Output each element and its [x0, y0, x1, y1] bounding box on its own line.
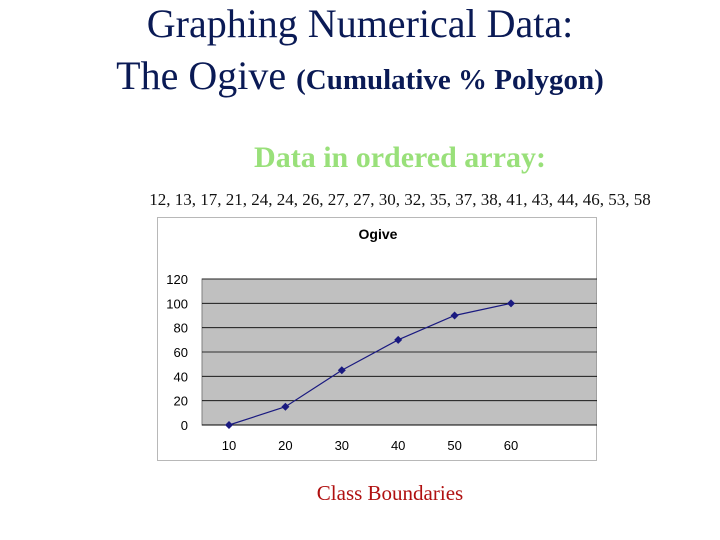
y-tick-label: 20	[174, 394, 188, 409]
x-tick-label: 10	[222, 438, 236, 453]
y-tick-label: 40	[174, 369, 188, 384]
x-tick-label: 50	[447, 438, 461, 453]
x-axis: 10 20 30 40 50 60	[202, 424, 597, 453]
subtitle: Data in ordered array:	[254, 141, 546, 174]
series-group	[225, 299, 515, 429]
data-point	[394, 335, 403, 344]
ogive-chart: Ogive 0 20 40 60 80 100 120 10 20 30 40 50 60	[157, 217, 598, 461]
chart-svg: Ogive 0 20 40 60 80 100 120 10 20 30 40 50 60	[157, 217, 598, 461]
data-point	[225, 421, 233, 429]
data-point	[281, 402, 290, 411]
y-tick-label: 80	[174, 321, 188, 336]
title-line-2-paren: (Cumulative % Polygon)	[296, 64, 604, 96]
x-tick-label: 40	[391, 438, 405, 453]
y-tick-label: 60	[174, 345, 188, 360]
grid-lines	[202, 278, 597, 402]
chart-title: Ogive	[359, 226, 398, 242]
data-array: 12, 13, 17, 21, 24, 24, 26, 27, 27, 30, …	[149, 190, 651, 209]
x-tick-label: 30	[335, 438, 349, 453]
x-tick-label: 20	[278, 438, 292, 453]
series-line	[228, 302, 512, 426]
y-tick-label: 120	[166, 272, 188, 287]
data-point	[337, 366, 346, 375]
title-line-2: The Ogive (Cumulative % Polygon)	[0, 54, 720, 107]
data-point	[450, 311, 459, 320]
title-line-1: Graphing Numerical Data:	[146, 1, 574, 46]
data-point	[507, 299, 515, 308]
x-tick-label: 60	[504, 438, 518, 453]
x-axis-title: Class Boundaries	[316, 481, 464, 505]
title-line-2-main: The Ogive	[116, 53, 297, 98]
y-tick-label: 0	[181, 418, 188, 433]
y-tick-label: 100	[166, 296, 188, 311]
y-axis: 0 20 40 60 80 100 120	[166, 272, 188, 433]
